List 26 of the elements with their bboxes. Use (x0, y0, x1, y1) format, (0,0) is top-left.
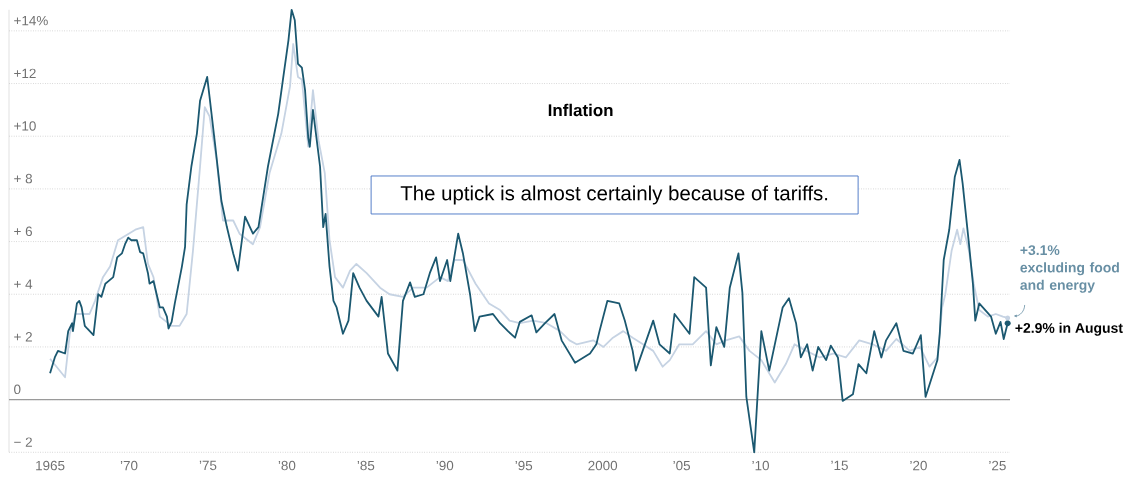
y-tick-label: +10 (14, 121, 36, 131)
y-tick-label: +12 (14, 68, 36, 79)
x-tick-label: ’25 (989, 460, 1006, 471)
y-tick-label: 0 (14, 384, 21, 395)
y-tick-label: +14% (14, 15, 48, 26)
x-tick-label: ’75 (199, 460, 217, 471)
x-tick-label: ’70 (120, 460, 138, 471)
text: Inflation (548, 103, 613, 117)
y-tick-label: + 2 (14, 332, 32, 342)
annotation: +2.9% in August (1015, 322, 1123, 336)
x-tick-label: ’15 (831, 460, 848, 471)
x-tick-label: ’80 (278, 460, 296, 471)
x-tick-label: ’10 (752, 460, 769, 471)
x-tick-label: ’85 (357, 460, 375, 471)
y-tick-label: + 8 (14, 173, 32, 184)
x-tick-label: ’90 (436, 460, 454, 471)
x-tick-label: ’05 (673, 460, 691, 471)
annotation: The uptick is almost certainly because of tariffs. (400, 185, 828, 205)
y-tick-label: + 6 (14, 226, 32, 237)
x-tick-label: 1965 (36, 460, 65, 471)
y-tick-label: + 4 (14, 279, 33, 289)
annotation: +3.1% excluding food and energy (1020, 245, 1119, 293)
x-tick-label: ’95 (515, 460, 533, 471)
x-tick-label: ’20 (910, 460, 927, 471)
x-tick-label: 2000 (588, 460, 618, 471)
y-tick-label: − 2 (14, 437, 32, 447)
